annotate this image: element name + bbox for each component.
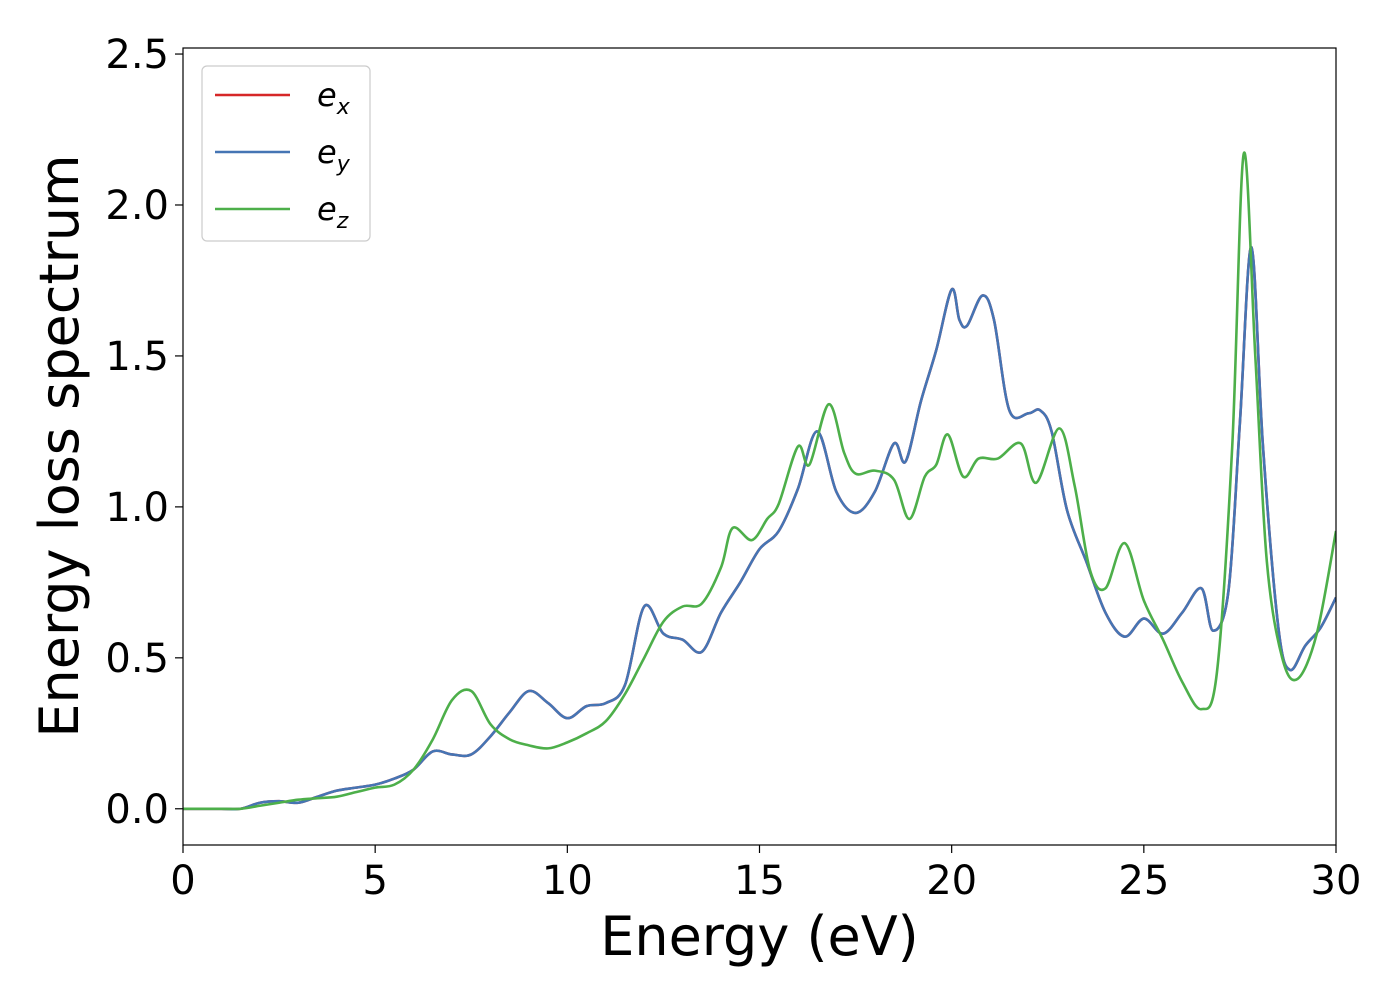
series-line-ez <box>183 151 1336 811</box>
y-tick-label: 1.5 <box>105 334 169 380</box>
legend-box <box>201 65 371 242</box>
y-tick-label: 2.5 <box>105 32 169 78</box>
x-tick-label: 25 <box>1118 858 1169 904</box>
series-line-ex <box>183 245 1336 811</box>
legend-label-ey: ey <box>317 133 351 177</box>
series-layer <box>183 151 1336 811</box>
legend: ex ey ez <box>201 65 371 242</box>
x-tick-label: 30 <box>1311 858 1362 904</box>
legend-label-ez: ez <box>317 190 349 234</box>
y-tick-label: 0.5 <box>105 636 169 682</box>
x-tick-label: 0 <box>170 858 195 904</box>
series-line-ey <box>183 245 1336 811</box>
legend-label-ex: ex <box>317 76 351 120</box>
x-tick-label: 20 <box>926 858 977 904</box>
x-tick-label: 5 <box>362 858 387 904</box>
x-tick-label: 10 <box>542 858 593 904</box>
y-axis-label: Energy loss spectrum <box>28 154 91 737</box>
x-tick-label: 15 <box>734 858 785 904</box>
y-tick-label: 2.0 <box>105 183 169 229</box>
y-tick-label: 1.0 <box>105 485 169 531</box>
x-axis-ticks: 0 5 10 15 20 25 30 <box>170 845 1361 904</box>
y-tick-label: 0.0 <box>105 787 169 833</box>
y-axis-ticks: 0.0 0.5 1.0 1.5 2.0 2.5 <box>105 32 183 833</box>
x-axis-label: Energy (eV) <box>600 905 919 968</box>
